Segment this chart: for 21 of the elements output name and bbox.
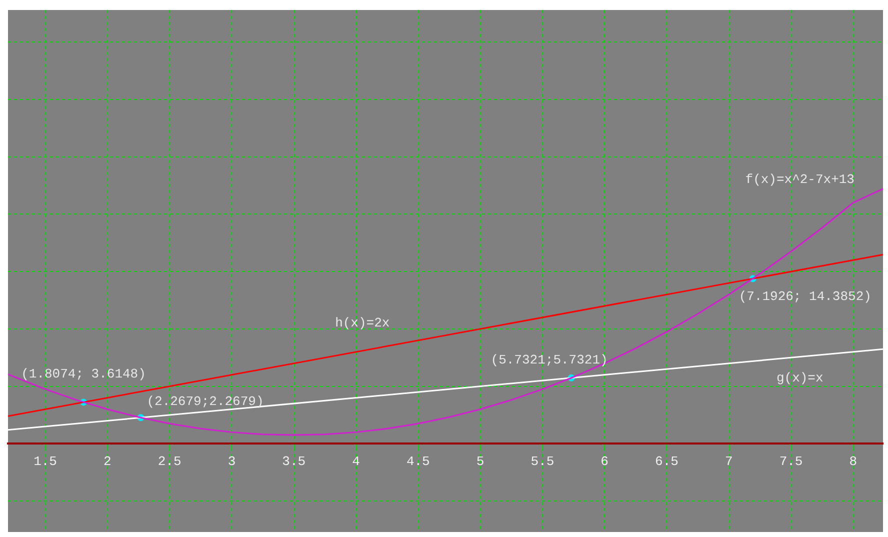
data-label: (1.8074; 3.6148) xyxy=(21,366,146,382)
x-tick-label: 6.5 xyxy=(655,454,678,469)
data-label: (7.1926; 14.3852) xyxy=(738,289,872,304)
x-tick-label: 4 xyxy=(352,454,360,469)
data-label: (5.7321;5.7321) xyxy=(490,352,608,368)
x-tick-label: 5.5 xyxy=(530,454,554,469)
annotation: h(x)=2x xyxy=(335,316,390,331)
x-tick-label: 2.5 xyxy=(158,454,182,469)
x-tick-label: 8 xyxy=(849,454,858,469)
annotation: g(x)=x xyxy=(776,370,824,386)
x-tick-label: 1.5 xyxy=(34,454,57,469)
x-tick-label: 7.5 xyxy=(779,454,803,469)
x-tick-label: 6 xyxy=(600,454,608,469)
x-tick-label: 3 xyxy=(228,454,236,469)
x-tick-label: 2 xyxy=(104,454,112,469)
x-tick-label: 3.5 xyxy=(282,454,306,469)
annotation: f(x)=x^2-7x+13 xyxy=(745,172,854,188)
x-tick-label: 4.5 xyxy=(406,454,430,469)
x-tick-label: 5 xyxy=(476,454,484,469)
x-tick-label: 7 xyxy=(724,454,733,469)
data-label: (2.2679;2.2679) xyxy=(146,394,264,410)
